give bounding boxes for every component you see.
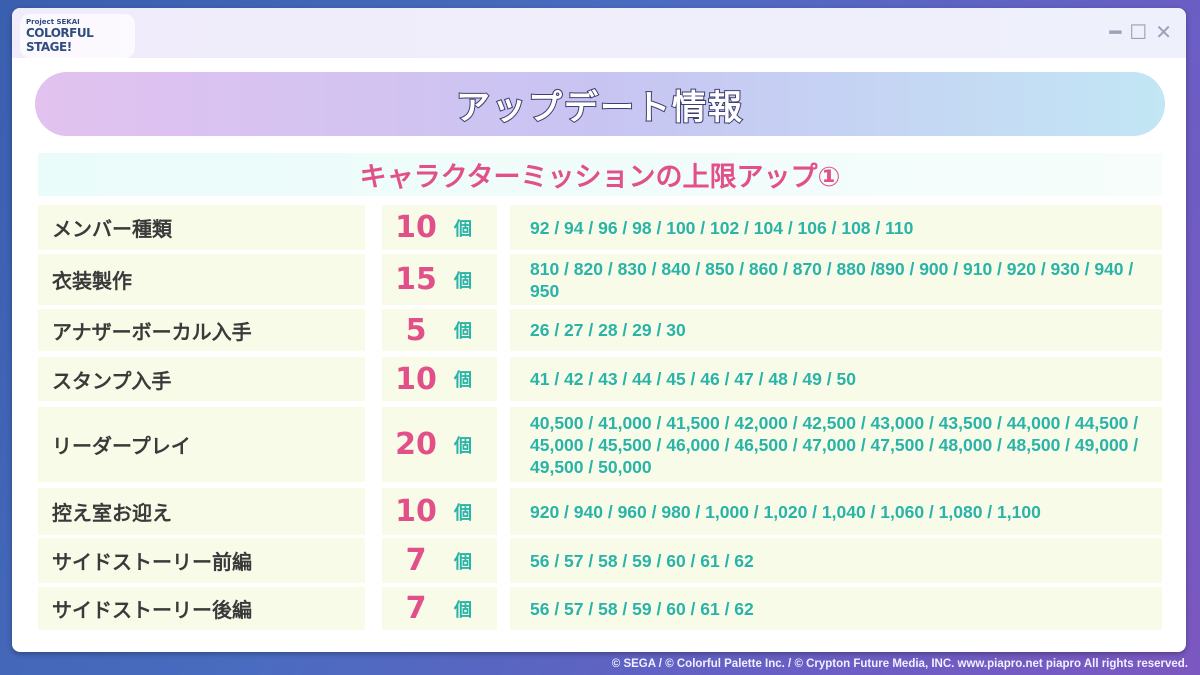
mission-count: 10 (395, 361, 437, 397)
mission-count: 10 (395, 494, 437, 529)
mission-count: 15 (395, 262, 437, 297)
mission-values: 92 / 94 / 96 / 98 / 100 / 102 / 104 / 10… (510, 205, 1162, 250)
unit-label: 個 (454, 435, 472, 457)
mission-values: 56 / 57 / 58 / 59 / 60 / 61 / 62 (510, 587, 1162, 630)
mission-label: アナザーボーカル入手 (38, 309, 365, 351)
logo-small-text: Project SEKAI (26, 18, 80, 26)
unit-label: 個 (454, 551, 472, 573)
game-logo: Project SEKAI COLORFUL STAGE! (20, 14, 135, 58)
mission-count-cell: 10 個 (382, 357, 497, 401)
mission-label: サイドストーリー前編 (38, 538, 365, 583)
mission-count: 7 (405, 543, 427, 578)
mission-values: 56 / 57 / 58 / 59 / 60 / 61 / 62 (510, 538, 1162, 583)
unit-label: 個 (454, 270, 472, 292)
mission-values: 40,500 / 41,000 / 41,500 / 42,000 / 42,5… (510, 407, 1162, 482)
mission-label: リーダープレイ (38, 407, 365, 482)
table-row: 衣装製作 15 個 810 / 820 / 830 / 840 / 850 / 8… (38, 254, 1162, 305)
logo-main-text: COLORFUL STAGE! (26, 26, 94, 54)
section-subtitle: キャラクターミッションの上限アップ① (38, 153, 1162, 196)
mission-count: 10 (395, 210, 437, 245)
mission-count-cell: 20 個 (382, 407, 497, 482)
mission-count: 5 (405, 312, 427, 348)
minimize-icon[interactable]: ━ (1109, 20, 1122, 44)
window: Project SEKAI COLORFUL STAGE! ━ ☐ ✕ アップデ… (12, 8, 1186, 652)
mission-values: 810 / 820 / 830 / 840 / 850 / 860 / 870 … (510, 254, 1162, 305)
unit-label: 個 (454, 321, 472, 342)
table-row: スタンプ入手 10 個 41 / 42 / 43 / 44 / 45 / 46 /… (38, 357, 1162, 401)
unit-label: 個 (454, 218, 472, 240)
title-bar: Project SEKAI COLORFUL STAGE! ━ ☐ ✕ (12, 8, 1186, 58)
mission-label: 控え室お迎え (38, 488, 365, 535)
mission-count-cell: 10 個 (382, 488, 497, 535)
mission-values: 41 / 42 / 43 / 44 / 45 / 46 / 47 / 48 / … (510, 357, 1162, 401)
unit-label: 個 (454, 599, 472, 621)
table-row: メンバー種類 10 個 92 / 94 / 96 / 98 / 100 / 102… (38, 205, 1162, 250)
mission-count: 20 (395, 427, 437, 462)
mission-values: 920 / 940 / 960 / 980 / 1,000 / 1,020 / … (510, 488, 1162, 535)
mission-label: メンバー種類 (38, 205, 365, 250)
copyright-footer: © SEGA / © Colorful Palette Inc. / © Cry… (611, 658, 1188, 670)
mission-count-cell: 15 個 (382, 254, 497, 305)
table-row: 控え室お迎え 10 個 920 / 940 / 960 / 980 / 1,000… (38, 488, 1162, 535)
page-title: アップデート情報 (455, 87, 744, 129)
unit-label: 個 (454, 370, 472, 391)
unit-label: 個 (454, 502, 472, 524)
mission-label: 衣装製作 (38, 254, 365, 305)
maximize-icon[interactable]: ☐ (1129, 20, 1148, 44)
close-icon[interactable]: ✕ (1155, 20, 1172, 44)
mission-count-cell: 10 個 (382, 205, 497, 250)
mission-count: 7 (405, 591, 427, 626)
mission-values: 26 / 27 / 28 / 29 / 30 (510, 309, 1162, 351)
table-row: リーダープレイ 20 個 40,500 / 41,000 / 41,500 / 4… (38, 407, 1162, 482)
page-title-banner: アップデート情報 (35, 72, 1165, 136)
mission-label: スタンプ入手 (38, 357, 365, 401)
mission-label: サイドストーリー後編 (38, 587, 365, 630)
